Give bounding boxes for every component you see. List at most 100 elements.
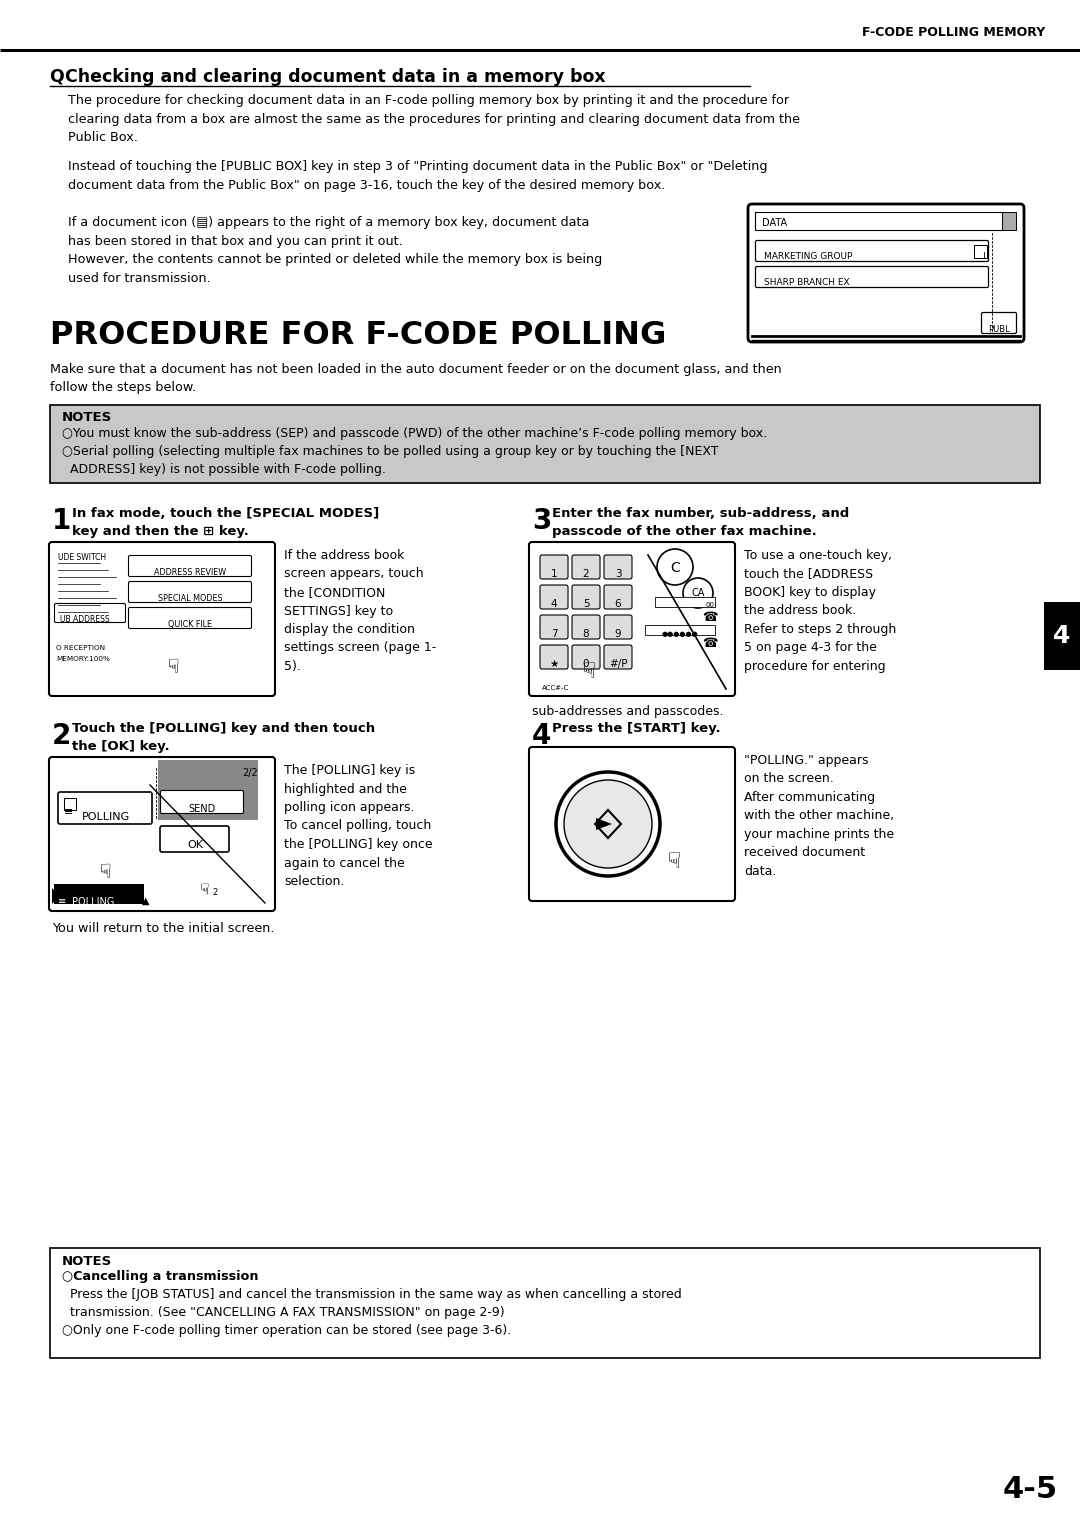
Text: ☞: ☞ [575, 660, 595, 680]
FancyBboxPatch shape [529, 747, 735, 902]
Polygon shape [52, 888, 60, 905]
Text: CA: CA [691, 588, 704, 597]
Text: ADDRESS REVIEW: ADDRESS REVIEW [154, 568, 226, 578]
FancyBboxPatch shape [572, 614, 600, 639]
Text: C: C [670, 561, 680, 575]
FancyBboxPatch shape [161, 790, 243, 813]
FancyBboxPatch shape [529, 542, 735, 695]
Text: In fax mode, touch the [SPECIAL MODES]
key and then the ⊞ key.: In fax mode, touch the [SPECIAL MODES] k… [72, 507, 379, 538]
Text: 4: 4 [532, 723, 552, 750]
FancyBboxPatch shape [572, 585, 600, 610]
Text: ☞: ☞ [93, 862, 111, 880]
Bar [50, 1248, 1040, 1358]
Text: 4-5: 4-5 [1002, 1476, 1057, 1505]
Text: 1: 1 [551, 568, 557, 579]
Text: POLLING: POLLING [82, 811, 131, 822]
Text: MARKETING GROUP: MARKETING GROUP [764, 252, 852, 261]
Circle shape [556, 772, 660, 876]
FancyBboxPatch shape [540, 555, 568, 579]
Text: ●●●●●●: ●●●●●● [662, 631, 699, 637]
Text: The [POLLING] key is
highlighted and the
polling icon appears.
To cancel polling: The [POLLING] key is highlighted and the… [284, 764, 433, 888]
FancyBboxPatch shape [160, 827, 229, 853]
FancyBboxPatch shape [129, 608, 252, 628]
Text: 3: 3 [532, 507, 552, 535]
Circle shape [564, 779, 652, 868]
FancyBboxPatch shape [58, 792, 152, 824]
Text: 1: 1 [52, 507, 71, 535]
Text: POLLING: POLLING [72, 897, 114, 908]
Polygon shape [596, 817, 612, 830]
Text: ○You must know the sub-address (SEP) and passcode (PWD) of the other machine’s F: ○You must know the sub-address (SEP) and… [62, 426, 767, 477]
Bar [54, 885, 144, 905]
Text: The procedure for checking document data in an F-code polling memory box by prin: The procedure for checking document data… [68, 95, 800, 144]
FancyBboxPatch shape [572, 645, 600, 669]
FancyBboxPatch shape [748, 205, 1024, 342]
Text: ○Only one F-code polling timer operation can be stored (see page 3-6).: ○Only one F-code polling timer operation… [62, 1323, 511, 1337]
Bar [64, 798, 76, 810]
Text: sub-addresses and passcodes.: sub-addresses and passcodes. [532, 704, 724, 718]
FancyBboxPatch shape [540, 585, 568, 610]
Text: 2: 2 [583, 568, 590, 579]
Text: 2: 2 [212, 888, 217, 897]
FancyBboxPatch shape [572, 555, 600, 579]
Bar [654, 597, 715, 607]
Text: 4: 4 [551, 599, 557, 610]
FancyBboxPatch shape [49, 542, 275, 695]
FancyBboxPatch shape [54, 604, 125, 622]
Text: Make sure that a document has not been loaded in the auto document feeder or on : Make sure that a document has not been l… [50, 364, 782, 394]
Text: 2: 2 [52, 723, 71, 750]
Text: 4: 4 [1053, 623, 1070, 648]
Bar [645, 625, 715, 636]
Text: If the address book
screen appears, touch
the [CONDITION
SETTINGS] key to
displa: If the address book screen appears, touc… [284, 549, 436, 672]
Text: ☎: ☎ [702, 637, 718, 649]
Text: UDE SWITCH: UDE SWITCH [58, 553, 106, 562]
Text: ○Cancelling a transmission: ○Cancelling a transmission [62, 1270, 258, 1284]
FancyBboxPatch shape [604, 555, 632, 579]
Text: PUBL: PUBL [988, 325, 1010, 335]
Text: 5: 5 [583, 599, 590, 610]
Text: ≡: ≡ [64, 807, 73, 817]
Text: ☎: ☎ [702, 611, 718, 623]
Text: Enter the fax number, sub-address, and
passcode of the other fax machine.: Enter the fax number, sub-address, and p… [552, 507, 849, 538]
Text: 8: 8 [583, 630, 590, 639]
Text: 2/2: 2/2 [242, 769, 258, 778]
Text: UB ADDRESS: UB ADDRESS [60, 614, 110, 623]
Bar [50, 405, 1040, 483]
Text: OK: OK [187, 840, 203, 850]
Bar [1044, 602, 1080, 669]
Text: 0: 0 [583, 659, 590, 669]
Text: MEMORY:100%: MEMORY:100% [56, 656, 110, 662]
FancyBboxPatch shape [604, 614, 632, 639]
FancyBboxPatch shape [982, 313, 1016, 333]
Text: ≡: ≡ [58, 895, 66, 906]
Text: Touch the [POLLING] key and then touch
the [OK] key.: Touch the [POLLING] key and then touch t… [72, 723, 375, 753]
Text: PROCEDURE FOR F-CODE POLLING: PROCEDURE FOR F-CODE POLLING [50, 319, 666, 351]
Text: ★: ★ [550, 659, 558, 669]
Text: Press the [START] key.: Press the [START] key. [552, 723, 720, 735]
FancyBboxPatch shape [49, 756, 275, 911]
Text: NOTES: NOTES [62, 411, 112, 423]
FancyBboxPatch shape [129, 582, 252, 602]
FancyBboxPatch shape [756, 266, 988, 287]
Text: SPECIAL MODES: SPECIAL MODES [158, 594, 222, 604]
FancyBboxPatch shape [129, 556, 252, 576]
Text: F-CODE POLLING MEMORY: F-CODE POLLING MEMORY [862, 26, 1045, 38]
Bar [1002, 212, 1016, 231]
Text: #/P: #/P [609, 659, 627, 669]
Text: ☞: ☞ [161, 657, 179, 674]
Text: SEND: SEND [188, 804, 216, 814]
FancyBboxPatch shape [604, 645, 632, 669]
Circle shape [657, 549, 693, 585]
Text: "POLLING." appears
on the screen.
After communicating
with the other machine,
yo: "POLLING." appears on the screen. After … [744, 753, 894, 879]
FancyBboxPatch shape [540, 614, 568, 639]
Text: 9: 9 [615, 630, 621, 639]
Text: DATA: DATA [762, 219, 787, 228]
Bar [158, 759, 258, 821]
Text: 6: 6 [615, 599, 621, 610]
Text: Q: Q [50, 69, 71, 86]
Text: NOTES: NOTES [62, 1254, 112, 1268]
Text: ☞: ☞ [194, 882, 210, 895]
Text: 3: 3 [615, 568, 621, 579]
Text: 7: 7 [551, 630, 557, 639]
Text: ▲: ▲ [141, 895, 149, 906]
